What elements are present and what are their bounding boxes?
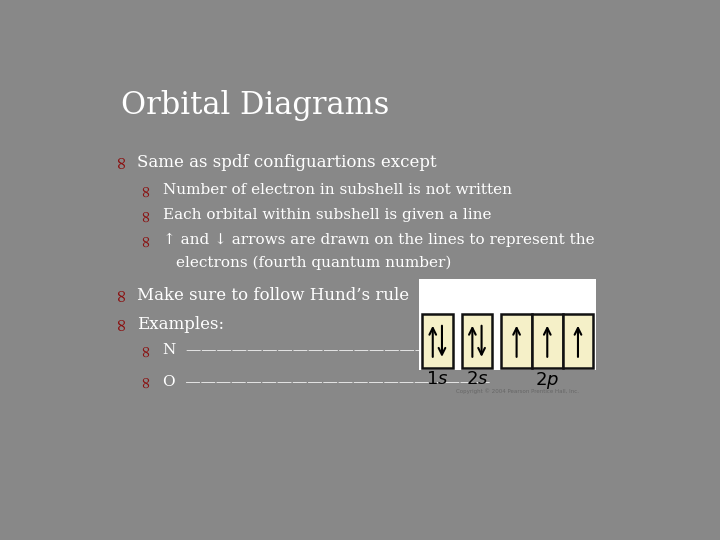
Text: Copyright © 2004 Pearson Prentice Hall, Inc.: Copyright © 2004 Pearson Prentice Hall, … <box>456 388 579 394</box>
Text: $2p$: $2p$ <box>535 370 559 392</box>
Text: Number of electron in subshell is not written: Number of electron in subshell is not wr… <box>163 183 511 197</box>
Text: ∞: ∞ <box>138 233 154 247</box>
Bar <box>562 314 593 368</box>
Text: $2s$: $2s$ <box>466 370 488 388</box>
Text: Orbital Diagrams: Orbital Diagrams <box>121 90 389 121</box>
Text: ∞: ∞ <box>112 154 130 169</box>
Text: ∞: ∞ <box>112 287 130 302</box>
Text: ∞: ∞ <box>138 183 154 197</box>
Text: ∞: ∞ <box>138 343 154 357</box>
Bar <box>419 279 596 370</box>
Bar <box>462 314 492 368</box>
Text: $1s$: $1s$ <box>426 370 449 388</box>
Text: Examples:: Examples: <box>138 316 225 333</box>
Bar <box>422 314 453 368</box>
Text: N  ————————————————————: N ———————————————————— <box>163 343 490 357</box>
Bar <box>501 314 532 368</box>
Text: electrons (fourth quantum number): electrons (fourth quantum number) <box>176 256 452 271</box>
Text: O  ————————————————————: O ———————————————————— <box>163 375 490 389</box>
Text: ∞: ∞ <box>138 375 154 388</box>
Bar <box>532 314 562 368</box>
Text: ∞: ∞ <box>112 316 130 332</box>
Text: ∞: ∞ <box>138 208 154 222</box>
Text: Same as spdf configuartions except: Same as spdf configuartions except <box>138 154 437 171</box>
Text: ↑ and ↓ arrows are drawn on the lines to represent the: ↑ and ↓ arrows are drawn on the lines to… <box>163 233 594 247</box>
Text: Make sure to follow Hund’s rule: Make sure to follow Hund’s rule <box>138 287 410 304</box>
Text: Each orbital within subshell is given a line: Each orbital within subshell is given a … <box>163 208 491 222</box>
